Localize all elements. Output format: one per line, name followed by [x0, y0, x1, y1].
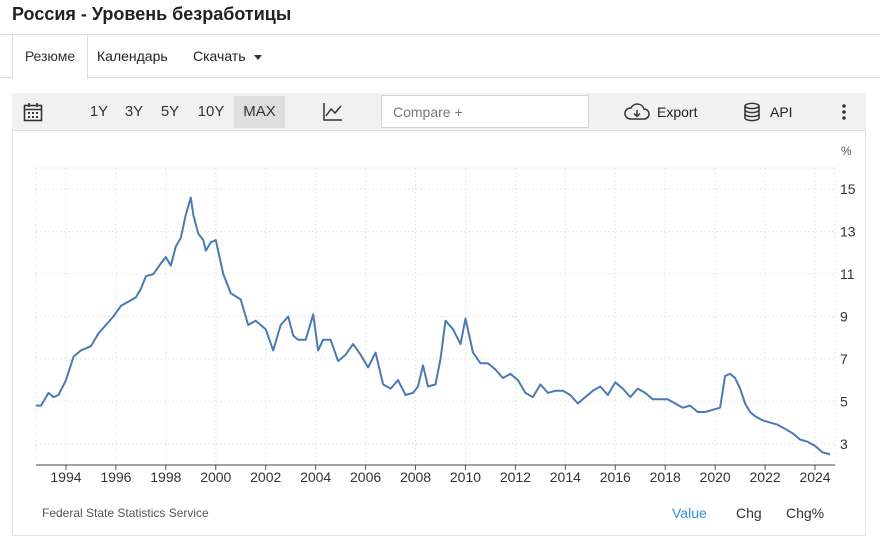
chart-axes: 1994 1996 1998 2000 2002 2004 2006 2008 2010 2012… — [36, 181, 856, 485]
line-chart-icon[interactable] — [323, 102, 343, 127]
chart-grid — [35, 167, 836, 465]
y-axis-unit: % — [841, 144, 852, 158]
range-10y-button[interactable]: 10Y — [197, 103, 225, 120]
x-tick-label: 2020 — [700, 469, 731, 485]
x-tick-label: 2024 — [799, 469, 830, 485]
x-tick-label: 2006 — [350, 469, 381, 485]
more-vertical-icon[interactable] — [840, 103, 848, 126]
range-1y-button[interactable]: 1Y — [89, 103, 109, 120]
database-icon[interactable] — [743, 102, 761, 127]
tab-bar: Резюме Календарь Скачать — [0, 34, 880, 79]
tab-download-label: Скачать — [193, 48, 246, 64]
tab-calendar[interactable]: Календарь — [97, 48, 168, 64]
range-max-button[interactable]: MAX — [234, 96, 285, 128]
data-source: Federal State Statistics Service — [42, 506, 209, 520]
x-tick-label: 1998 — [150, 469, 181, 485]
y-tick-label: 15 — [840, 181, 856, 197]
view-chg-percent-option[interactable]: Chg% — [786, 505, 825, 521]
x-tick-label: 2008 — [400, 469, 431, 485]
x-tick-label: 2016 — [600, 469, 631, 485]
compare-input[interactable] — [381, 95, 589, 128]
x-tick-label: 2010 — [450, 469, 481, 485]
y-tick-label: 9 — [840, 309, 848, 325]
x-tick-label: 2012 — [500, 469, 531, 485]
x-tick-label: 2018 — [650, 469, 681, 485]
calendar-icon[interactable] — [23, 102, 43, 127]
x-tick-label: 1996 — [100, 469, 131, 485]
range-3y-button[interactable]: 3Y — [124, 103, 144, 120]
export-button[interactable]: Export — [657, 104, 698, 120]
x-tick-label: 2004 — [300, 469, 331, 485]
page-title: Россия - Уровень безработицы — [12, 4, 292, 24]
y-tick-label: 13 — [840, 224, 856, 240]
api-button[interactable]: API — [770, 104, 793, 120]
range-5y-button[interactable]: 5Y — [160, 103, 180, 120]
x-tick-label: 2000 — [200, 469, 231, 485]
y-tick-label: 7 — [840, 351, 848, 367]
x-tick-label: 1994 — [50, 469, 81, 485]
view-value-option[interactable]: Value — [672, 505, 707, 521]
y-tick-label: 11 — [840, 266, 855, 282]
cloud-download-icon[interactable] — [624, 103, 650, 126]
y-tick-label: 3 — [840, 436, 848, 452]
x-tick-label: 2002 — [250, 469, 281, 485]
view-chg-option[interactable]: Chg — [736, 505, 762, 521]
x-tick-label: 2022 — [750, 469, 781, 485]
y-tick-label: 5 — [840, 393, 848, 409]
series-line-0 — [36, 196, 831, 456]
chart-series — [36, 196, 831, 456]
x-tick-label: 2014 — [550, 469, 581, 485]
tab-summary[interactable]: Резюме — [12, 35, 88, 79]
tab-download[interactable]: Скачать — [193, 35, 262, 78]
caret-down-icon — [253, 54, 262, 60]
